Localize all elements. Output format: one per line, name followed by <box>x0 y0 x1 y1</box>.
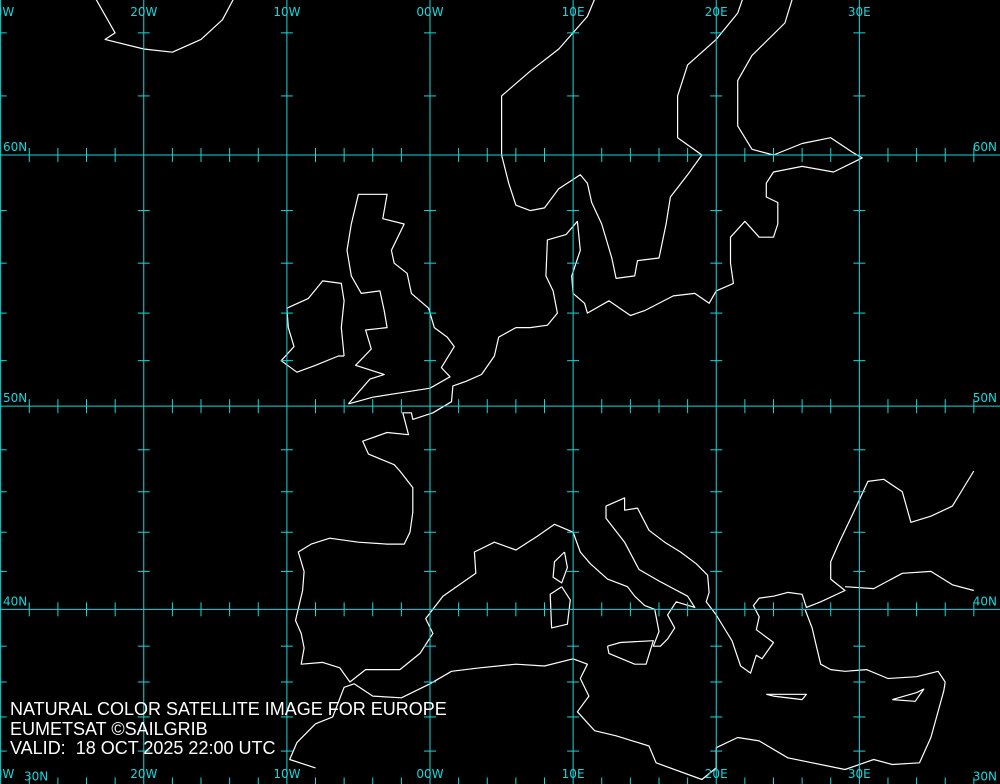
lon-label-top: 20W <box>130 5 157 19</box>
lon-label-bottom: 00W <box>416 767 443 781</box>
caption-valid-time: VALID: 18 OCT 2025 22:00 UTC <box>10 738 276 758</box>
lat-label-right: 50N <box>973 391 997 405</box>
lat-label-left: 40N <box>3 594 27 608</box>
lat-label-left: 50N <box>3 391 27 405</box>
caption-title: NATURAL COLOR SATELLITE IMAGE FOR EUROPE <box>10 699 447 719</box>
lat-label-left: 30N <box>24 769 48 783</box>
coastline-cyprus <box>892 688 925 702</box>
coastline-sardinia <box>549 586 571 629</box>
lon-label-top: 30E <box>848 5 871 19</box>
lon-label-bottom: 20W <box>130 767 157 781</box>
coastline-crete <box>766 693 808 701</box>
lon-label-top: 10E <box>562 5 585 19</box>
coastline-north-africa <box>289 658 946 781</box>
coastline-sicily <box>606 640 654 665</box>
caption-source: EUMETSAT ©SAILGRIB <box>10 718 208 739</box>
coastline-europe-mainland <box>294 0 975 683</box>
lon-label-top: 10W <box>273 5 300 19</box>
lon-label-top: 00W <box>416 5 443 19</box>
coastline-iceland <box>95 0 234 53</box>
grid-labels: 30W 30W 20W 20W 10W 10W 00W 00W 10E 10E 20E 20E 30E 3… <box>0 5 997 783</box>
coastline-turkey-black-sea <box>844 570 974 592</box>
lat-label-right: 40N <box>973 594 997 608</box>
lon-label-bottom: 10E <box>562 767 585 781</box>
coastline-corsica <box>552 551 569 584</box>
lat-label-left: 60N <box>3 140 27 154</box>
coastlines <box>95 0 975 781</box>
lon-label-bottom: 10W <box>273 767 300 781</box>
lon-label-bottom: 20E <box>705 767 728 781</box>
lon-label-bottom: 30W <box>0 767 14 781</box>
lon-label-top: 30W <box>0 5 14 19</box>
map-caption: NATURAL COLOR SATELLITE IMAGE FOR EUROPE… <box>10 699 447 759</box>
lat-label-right: 30N <box>973 769 997 783</box>
coastline-great-britain <box>346 193 455 405</box>
lon-label-bottom: 30E <box>848 767 871 781</box>
lon-label-top: 20E <box>705 5 728 19</box>
coastline-turkey-aegean <box>804 609 946 683</box>
coastline-ireland <box>280 280 345 373</box>
lat-label-right: 60N <box>973 140 997 154</box>
